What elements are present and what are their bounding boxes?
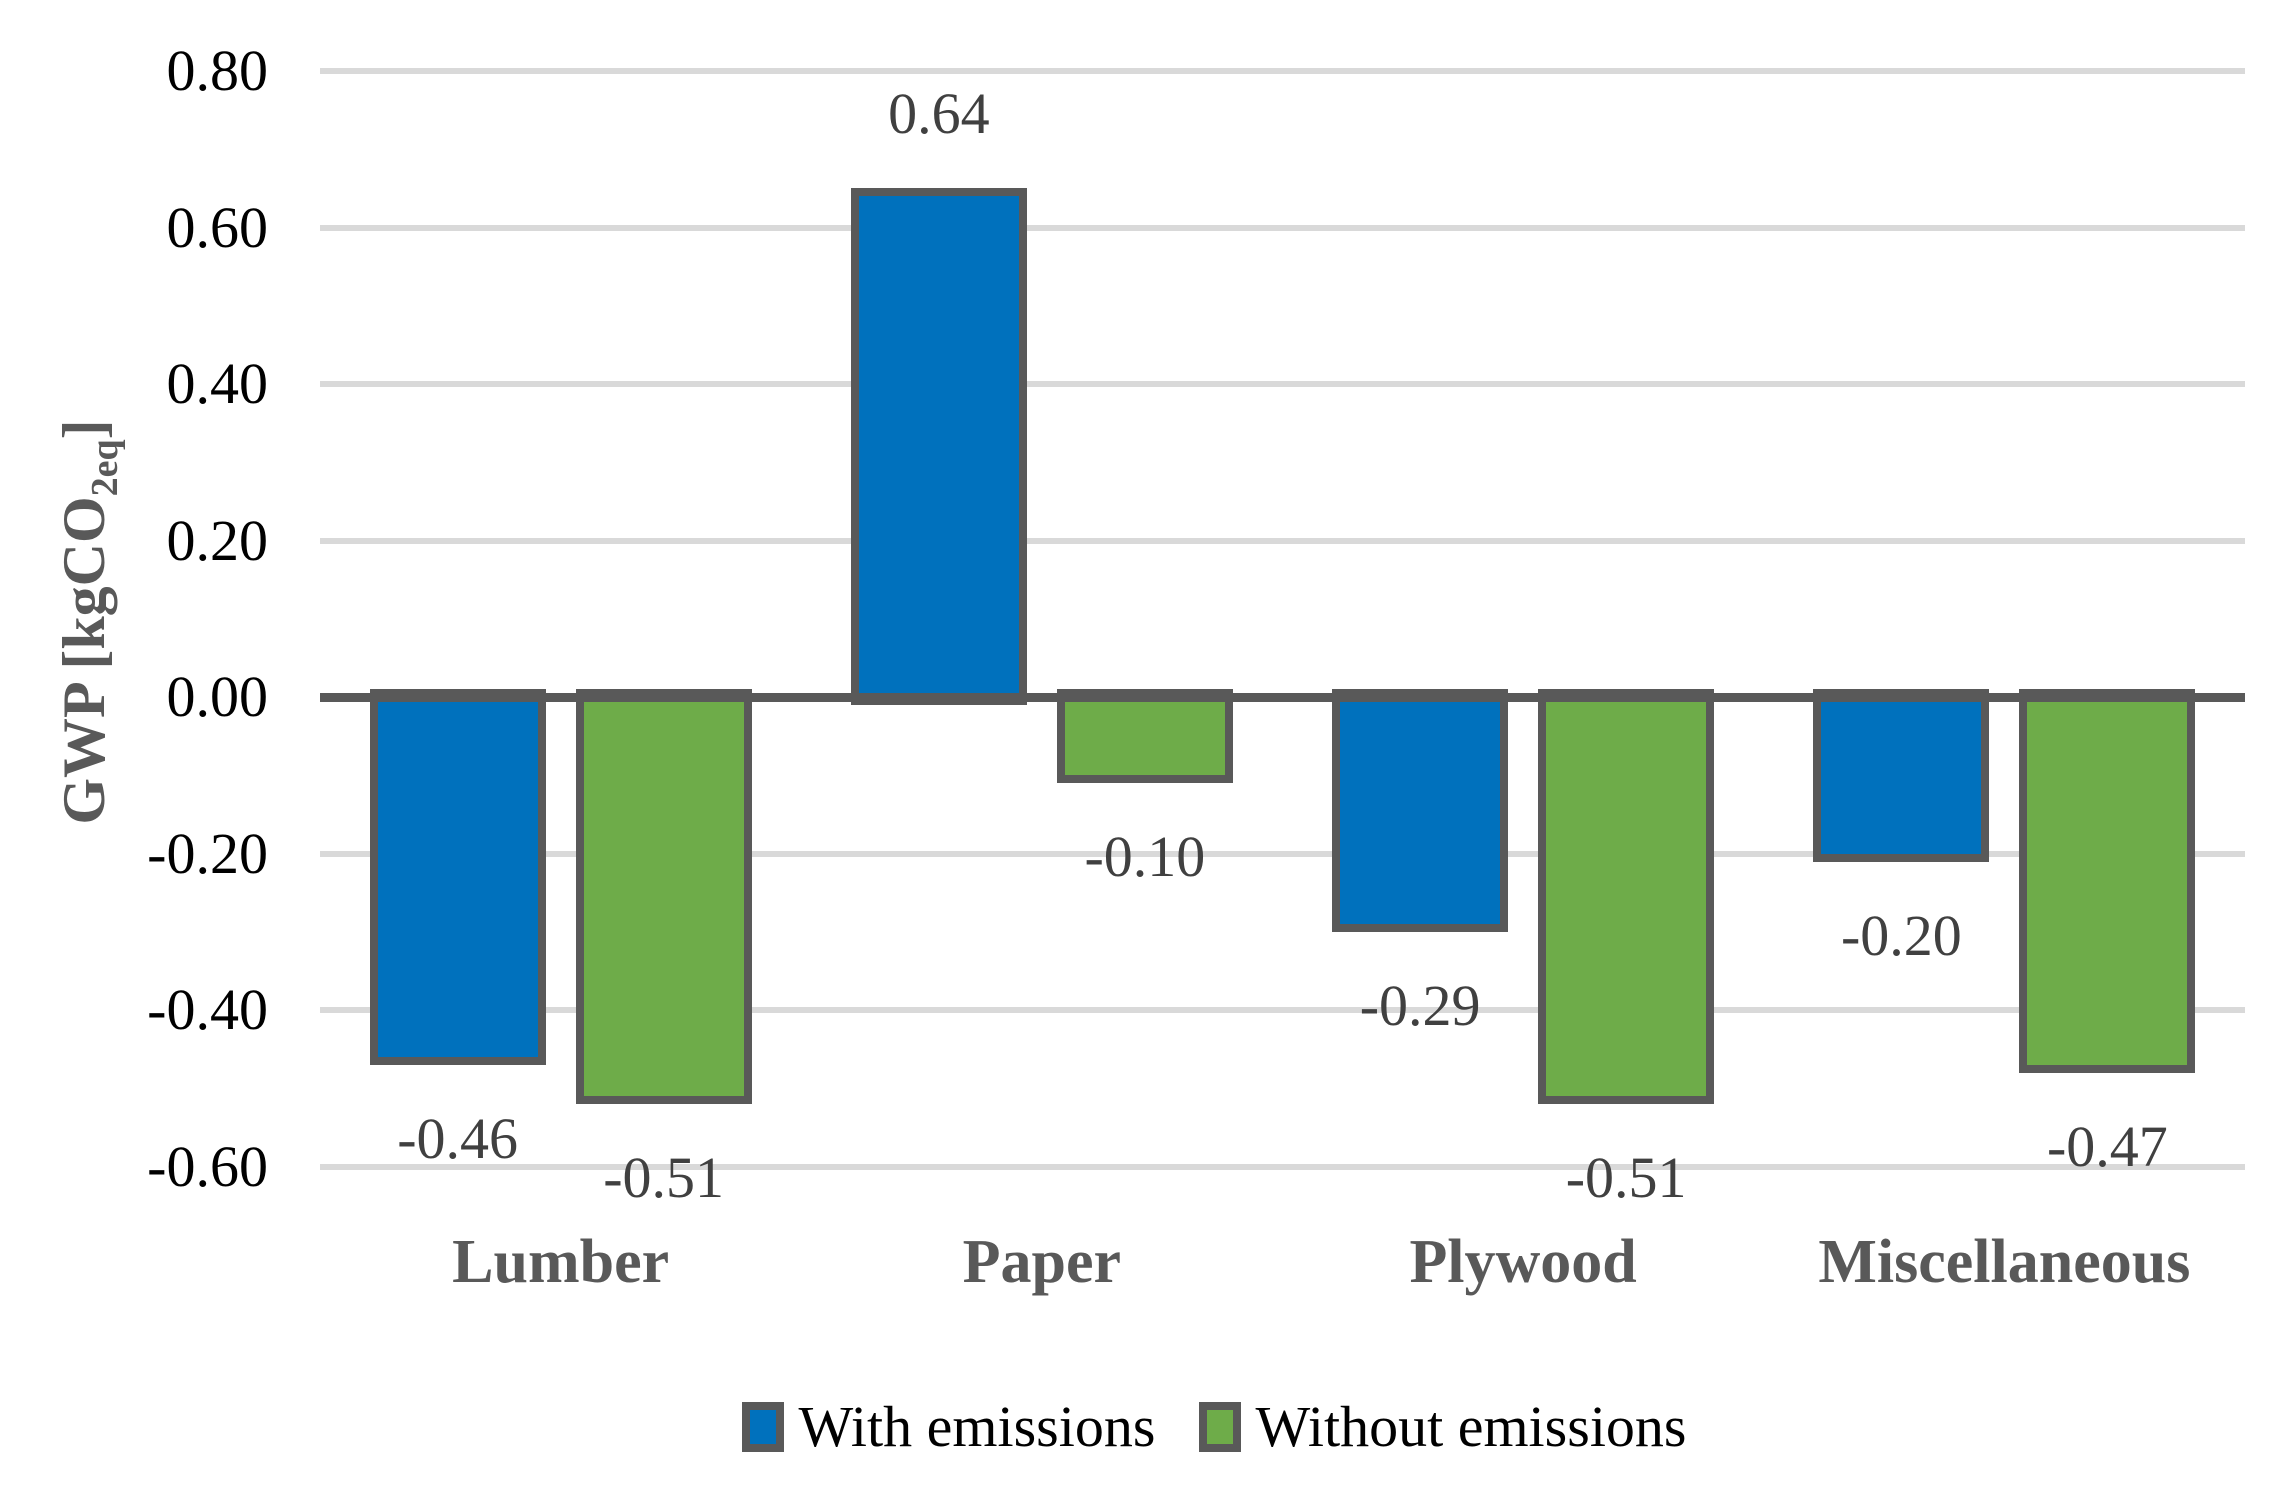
data-label: -0.20: [1840, 902, 1962, 968]
y-tick-label: 0.80: [166, 38, 269, 103]
gridline: [320, 850, 2245, 857]
bar-paper-without-emissions: [1056, 689, 1233, 784]
gridline: [320, 1007, 2245, 1013]
data-label: 0.64: [888, 81, 990, 147]
legend-swatch-with-emissions-icon: [742, 1402, 785, 1452]
legend-label-with-emissions: With emissions: [798, 1394, 1156, 1459]
data-label: -0.51: [1565, 1145, 1687, 1211]
y-tick-label: -0.40: [147, 977, 268, 1042]
y-tick-label: -0.20: [147, 820, 268, 886]
data-label: -0.10: [1084, 824, 1206, 890]
legend: With emissions Without emissions: [92, 1396, 2295, 1458]
gridline: [320, 537, 2245, 544]
gridline: [320, 1163, 2245, 1170]
bar-lumber-with-emissions: [369, 689, 546, 1065]
category-label-miscellaneous: Miscellaneous: [1818, 1228, 2191, 1296]
legend-label-without-emissions: Without emissions: [1255, 1394, 1687, 1459]
legend-entry-with-emissions: With emissions: [742, 1396, 1155, 1458]
category-label-paper: Paper: [962, 1228, 1122, 1296]
y-tick-label: 0.40: [166, 351, 269, 416]
data-label: -0.47: [2046, 1113, 2168, 1179]
category-label-lumber: Lumber: [452, 1228, 670, 1296]
bar-miscellaneous-with-emissions: [1813, 689, 1990, 862]
x-axis-line: [320, 693, 2245, 702]
y-tick-label: 0.60: [166, 194, 269, 260]
legend-entry-without-emissions: Without emissions: [1199, 1394, 1687, 1459]
category-label-plywood: Plywood: [1409, 1228, 1637, 1296]
bar-miscellaneous-without-emissions: [2019, 689, 2196, 1073]
y-axis-title-subscript: 2eq: [84, 439, 126, 497]
y-tick-label: -0.60: [147, 1133, 268, 1199]
gridline: [320, 224, 2245, 231]
y-axis-title-suffix: ]: [51, 419, 117, 440]
legend-swatch-without-emissions-icon: [1199, 1402, 1242, 1452]
gridline: [320, 381, 2245, 387]
bar-paper-with-emissions: [850, 188, 1027, 705]
data-label: -0.29: [1359, 972, 1481, 1038]
bar-plywood-with-emissions: [1332, 689, 1509, 932]
bar-plywood-without-emissions: [1538, 689, 1715, 1105]
bar-lumber-without-emissions: [575, 689, 752, 1105]
gridline: [320, 68, 2245, 74]
y-tick-label: 0.00: [166, 664, 269, 729]
data-label: -0.51: [603, 1145, 725, 1211]
y-tick-label: 0.20: [166, 507, 269, 573]
y-axis-title: GWP [kgCO2eq]: [44, 172, 126, 1072]
data-label: -0.46: [397, 1105, 519, 1171]
